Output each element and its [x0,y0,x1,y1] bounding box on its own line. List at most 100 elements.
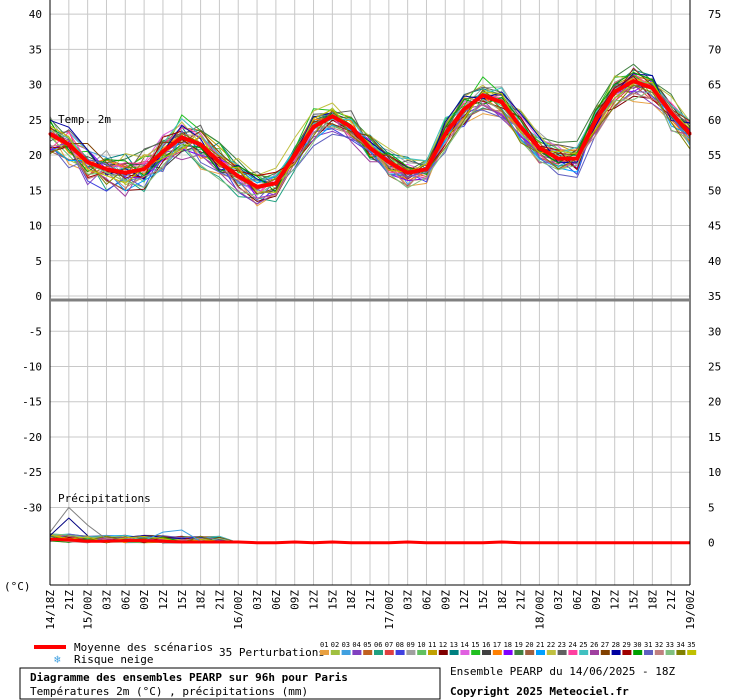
member-number: 28 [612,641,620,649]
copyright: Copyright 2025 Meteociel.fr [450,685,629,698]
mean-precip-line [49,537,690,545]
member-swatch [633,650,643,655]
mean-temp-point [613,90,617,94]
member-swatch [611,650,621,655]
legend-perturbations-label: 35 Perturbations [219,646,325,659]
y-tick-label: -5 [29,325,42,338]
mean-temp-point [161,150,165,154]
x-tick-label: 18/00Z [533,590,546,630]
left-unit-label: (°C) [4,580,31,593]
right-temp-tick-label: 45 [708,220,721,233]
x-tick-label: 03Z [402,590,415,610]
x-tick-label: 06Z [270,590,283,610]
member-number: 35 [687,641,695,649]
member-number: 17 [493,641,501,649]
member-number: 22 [547,641,555,649]
grid [49,0,691,585]
member-swatch [417,650,427,655]
member-number: 14 [460,641,468,649]
member-number: 15 [471,641,479,649]
right-temp-tick-label: 50 [708,184,721,197]
x-tick-label: 18Z [496,590,509,610]
member-swatch [600,650,610,655]
member-number: 12 [439,641,447,649]
right-precip-tick-label: 10 [708,466,721,479]
member-precip-spike [49,517,88,537]
mean-temp-point [349,125,353,129]
member-number: 32 [655,641,663,649]
y-tick-label: 30 [29,79,42,92]
x-tick-label: 21Z [364,590,377,610]
right-temp-tick-label: 60 [708,114,721,127]
mean-temp-point [632,79,636,83]
member-swatch [320,650,329,655]
mean-temp-point [142,167,146,171]
x-tick-label: 17/00Z [383,590,396,630]
right-temp-tick-label: 35 [708,290,721,303]
member-swatch [395,650,405,655]
member-swatch [665,650,675,655]
y-tick-label: 5 [35,255,42,268]
member-swatch [449,650,459,655]
mean-temp-point [180,135,184,139]
member-swatch [341,650,351,655]
x-tick-label: 03Z [251,590,264,610]
x-tick-label: 12Z [609,590,622,610]
member-number: 24 [568,641,576,649]
member-number: 02 [331,641,339,649]
mean-temp-point [462,107,466,111]
x-tick-label: 12Z [308,590,321,610]
mean-temp-point [500,100,504,104]
member-swatch [406,650,416,655]
chart-subtitle: Températures 2m (°C) , précipitations (m… [30,685,308,698]
mean-temp-point [575,157,579,161]
chart-title: Diagramme des ensembles PEARP sur 96h po… [30,671,348,684]
member-number: 19 [514,641,522,649]
member-number: 20 [525,641,533,649]
member-number: 30 [633,641,641,649]
x-tick-label: 09Z [138,590,151,610]
mean-temp-point [443,132,447,136]
right-precip-tick-label: 0 [708,537,715,550]
mean-temp-point [650,86,654,90]
x-tick-label: 21Z [63,590,76,610]
member-swatch [330,650,340,655]
member-number: 27 [601,641,609,649]
y-tick-label: -30 [22,501,42,514]
mean-temp-point [293,153,297,157]
x-tick-label: 18Z [646,590,659,610]
y-tick-label: 0 [35,290,42,303]
member-swatch [460,650,470,655]
member-number: 10 [417,641,425,649]
right-precip-tick-label: 25 [708,361,721,374]
x-tick-label: 18Z [195,590,208,610]
y-tick-label: 35 [29,43,42,56]
mean-temp-point [67,142,71,146]
member-swatch [557,650,567,655]
x-tick-label: 15Z [176,590,189,610]
x-tick-label: 21Z [213,590,226,610]
x-tick-label: 21Z [665,590,678,610]
member-swatch [644,650,653,655]
member-swatch [579,650,589,655]
member-swatch [546,650,556,655]
member-swatch [676,650,686,655]
y-tick-label: 20 [29,149,42,162]
y-tick-label: -15 [22,396,42,409]
x-tick-label: 14/18Z [44,590,57,630]
mean-temp-point [123,171,127,175]
member-swatch [568,650,578,655]
x-tick-label: 09Z [439,590,452,610]
mean-temp-point [594,118,598,122]
member-number: 07 [385,641,393,649]
member-number: 31 [644,641,652,649]
mean-temp-point [236,174,240,178]
y-tick-label: -20 [22,431,42,444]
temp-panel-label: Temp. 2m [58,113,111,126]
member-swatch [654,650,664,655]
y-tick-label: -10 [22,361,42,374]
member-number: 25 [579,641,587,649]
snowflake-icon: ❄ [54,653,61,666]
x-tick-label: 09Z [289,590,302,610]
x-tick-label: 15Z [477,590,490,610]
